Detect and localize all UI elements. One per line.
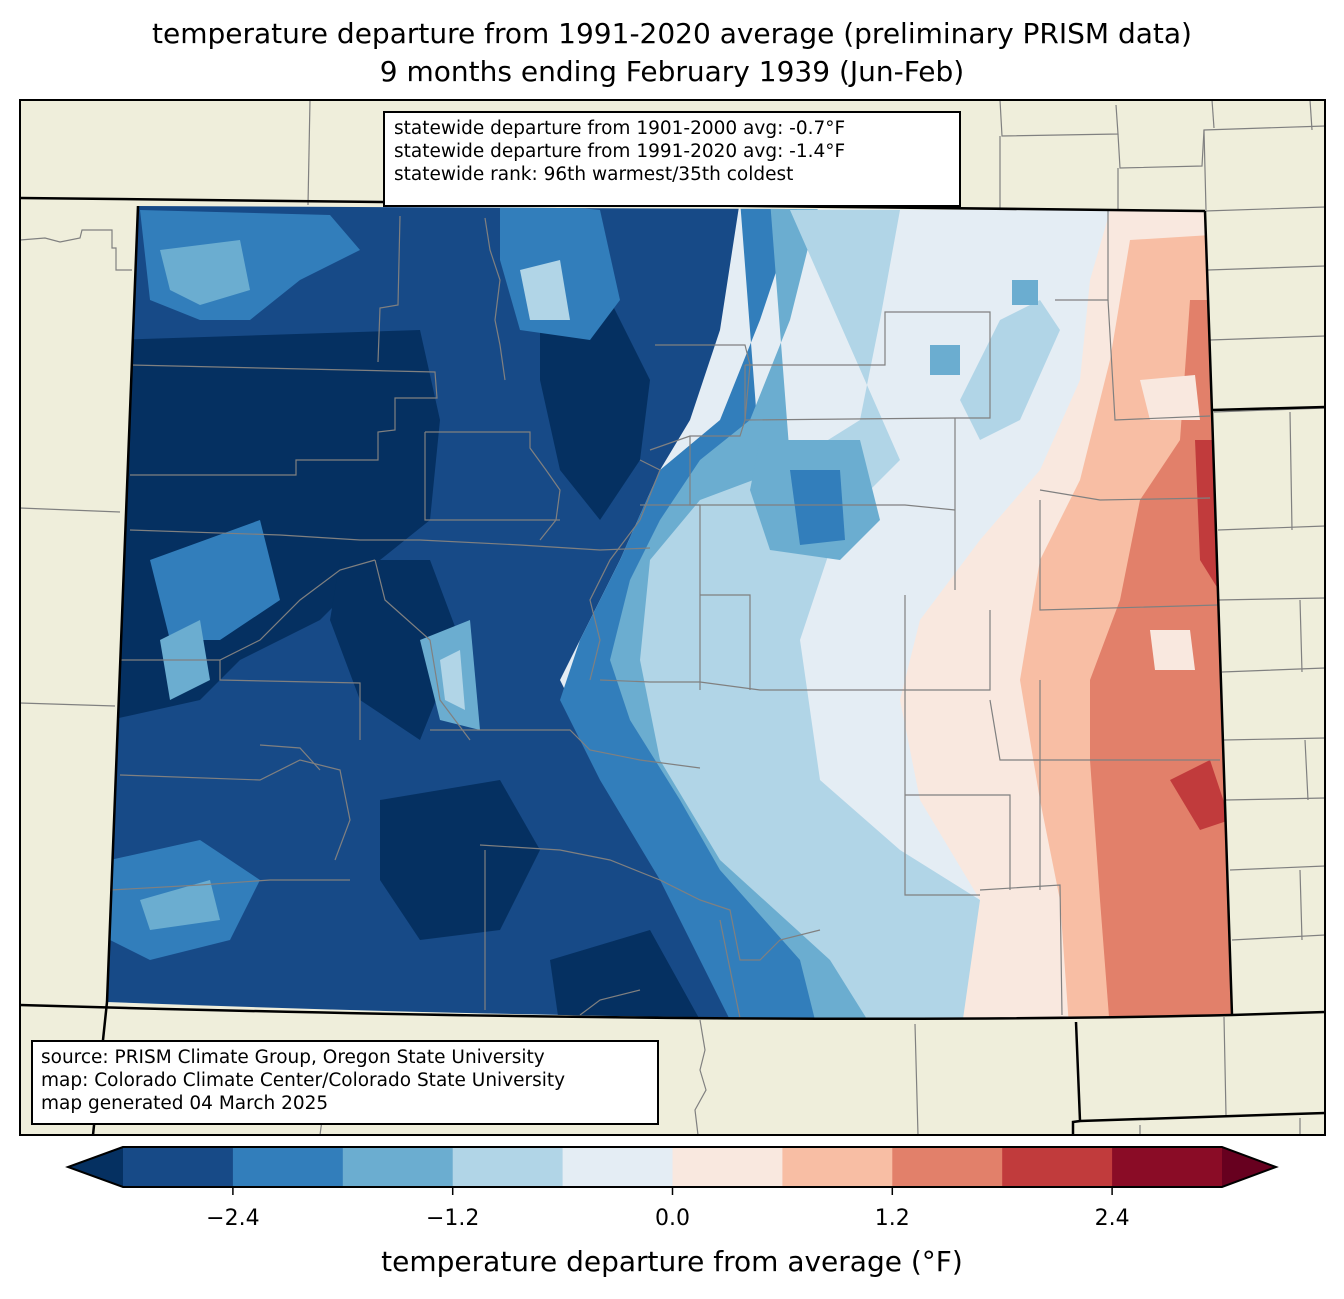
- colorbar-tick-label: 1.2: [874, 1206, 910, 1231]
- colorbar-segment: [123, 1147, 234, 1187]
- band-minus0.6-ne: [960, 300, 1060, 440]
- colorbar: [65, 1146, 1279, 1195]
- stats-line-1: statewide departure from 1901-2000 avg: …: [394, 118, 846, 139]
- neighbor-county-lines: [20, 100, 1325, 1135]
- colorbar-segment: [1112, 1147, 1223, 1187]
- credits-line-1: source: PRISM Climate Group, Oregon Stat…: [41, 1047, 545, 1068]
- map-subtitle: 9 months ending February 1939 (Jun-Feb): [379, 55, 965, 88]
- map-frame: [19, 99, 1326, 1136]
- credits-line-2: map: Colorado Climate Center/Colorado St…: [41, 1070, 566, 1091]
- nebraska-kansas-line: [1211, 405, 1325, 412]
- colorbar-segment: [1002, 1147, 1113, 1187]
- county-lines: [109, 211, 1220, 1019]
- band-minus1.2-to-minus0.6-nw: [160, 240, 250, 305]
- band-below-minus3-sw: [550, 930, 700, 1019]
- colorbar-segment: [562, 1147, 673, 1187]
- band-below-minus3-central: [330, 560, 460, 740]
- temperature-contours: [107, 206, 1232, 1019]
- nebraska-kansas-border: [1203, 210, 1234, 1016]
- band-below-minus3-north: [540, 280, 650, 520]
- colorbar-tick-label: −1.2: [425, 1206, 480, 1231]
- colorbar-label: temperature departure from average (°F): [381, 1245, 963, 1278]
- statewide-stats-box: statewide departure from 1901-2000 avg: …: [383, 111, 961, 207]
- stats-line-3: statewide rank: 96th warmest/35th coldes…: [394, 164, 794, 185]
- band-minus1.2-ne-dot: [930, 345, 960, 375]
- colorbar-segment: [232, 1147, 344, 1187]
- band-minus1.2-sw: [140, 880, 220, 930]
- colorbar-over-arrow: [1222, 1147, 1276, 1187]
- credits-box: source: PRISM Climate Group, Oregon Stat…: [31, 1040, 659, 1125]
- map-title: temperature departure from 1991-2020 ave…: [152, 17, 1192, 50]
- band-minus1.2-ne-dot2: [1012, 280, 1038, 305]
- band-1.8-to-2.4-se: [1170, 760, 1230, 830]
- colorbar-segment: [782, 1147, 893, 1187]
- colorbar-segment: [342, 1147, 454, 1187]
- new-mexico-oklahoma-border: [20, 1003, 1325, 1021]
- colorbar-outline: [65, 1146, 1279, 1188]
- credits-line-3: map generated 04 March 2025: [41, 1093, 329, 1114]
- colorbar-tick-label: 2.4: [1094, 1206, 1130, 1231]
- colorbar-under-arrow: [68, 1147, 123, 1187]
- colorbar-segment: [452, 1147, 564, 1187]
- band-minus0.6-to-0: [640, 210, 1000, 1019]
- oklahoma-texas-border: [1071, 1021, 1325, 1135]
- colorbar-tick-label: 0.0: [655, 1206, 690, 1231]
- band-below-minus3-south: [380, 780, 540, 940]
- colorbar-segment: [672, 1147, 783, 1187]
- stats-line-2: statewide departure from 1991-2020 avg: …: [394, 141, 846, 162]
- band-minus1.8-east-blob: [790, 470, 845, 545]
- band-0-to-0.6-east-island: [1150, 630, 1195, 670]
- colorbar-segment: [892, 1147, 1003, 1187]
- band-minus0.6-north: [520, 260, 570, 320]
- band-0-to-0.6-ne-island: [1140, 375, 1200, 420]
- band-minus1.8-west: [150, 520, 280, 640]
- band-minus0.6-central: [440, 650, 465, 710]
- colorbar-tick-label: −2.4: [206, 1206, 260, 1231]
